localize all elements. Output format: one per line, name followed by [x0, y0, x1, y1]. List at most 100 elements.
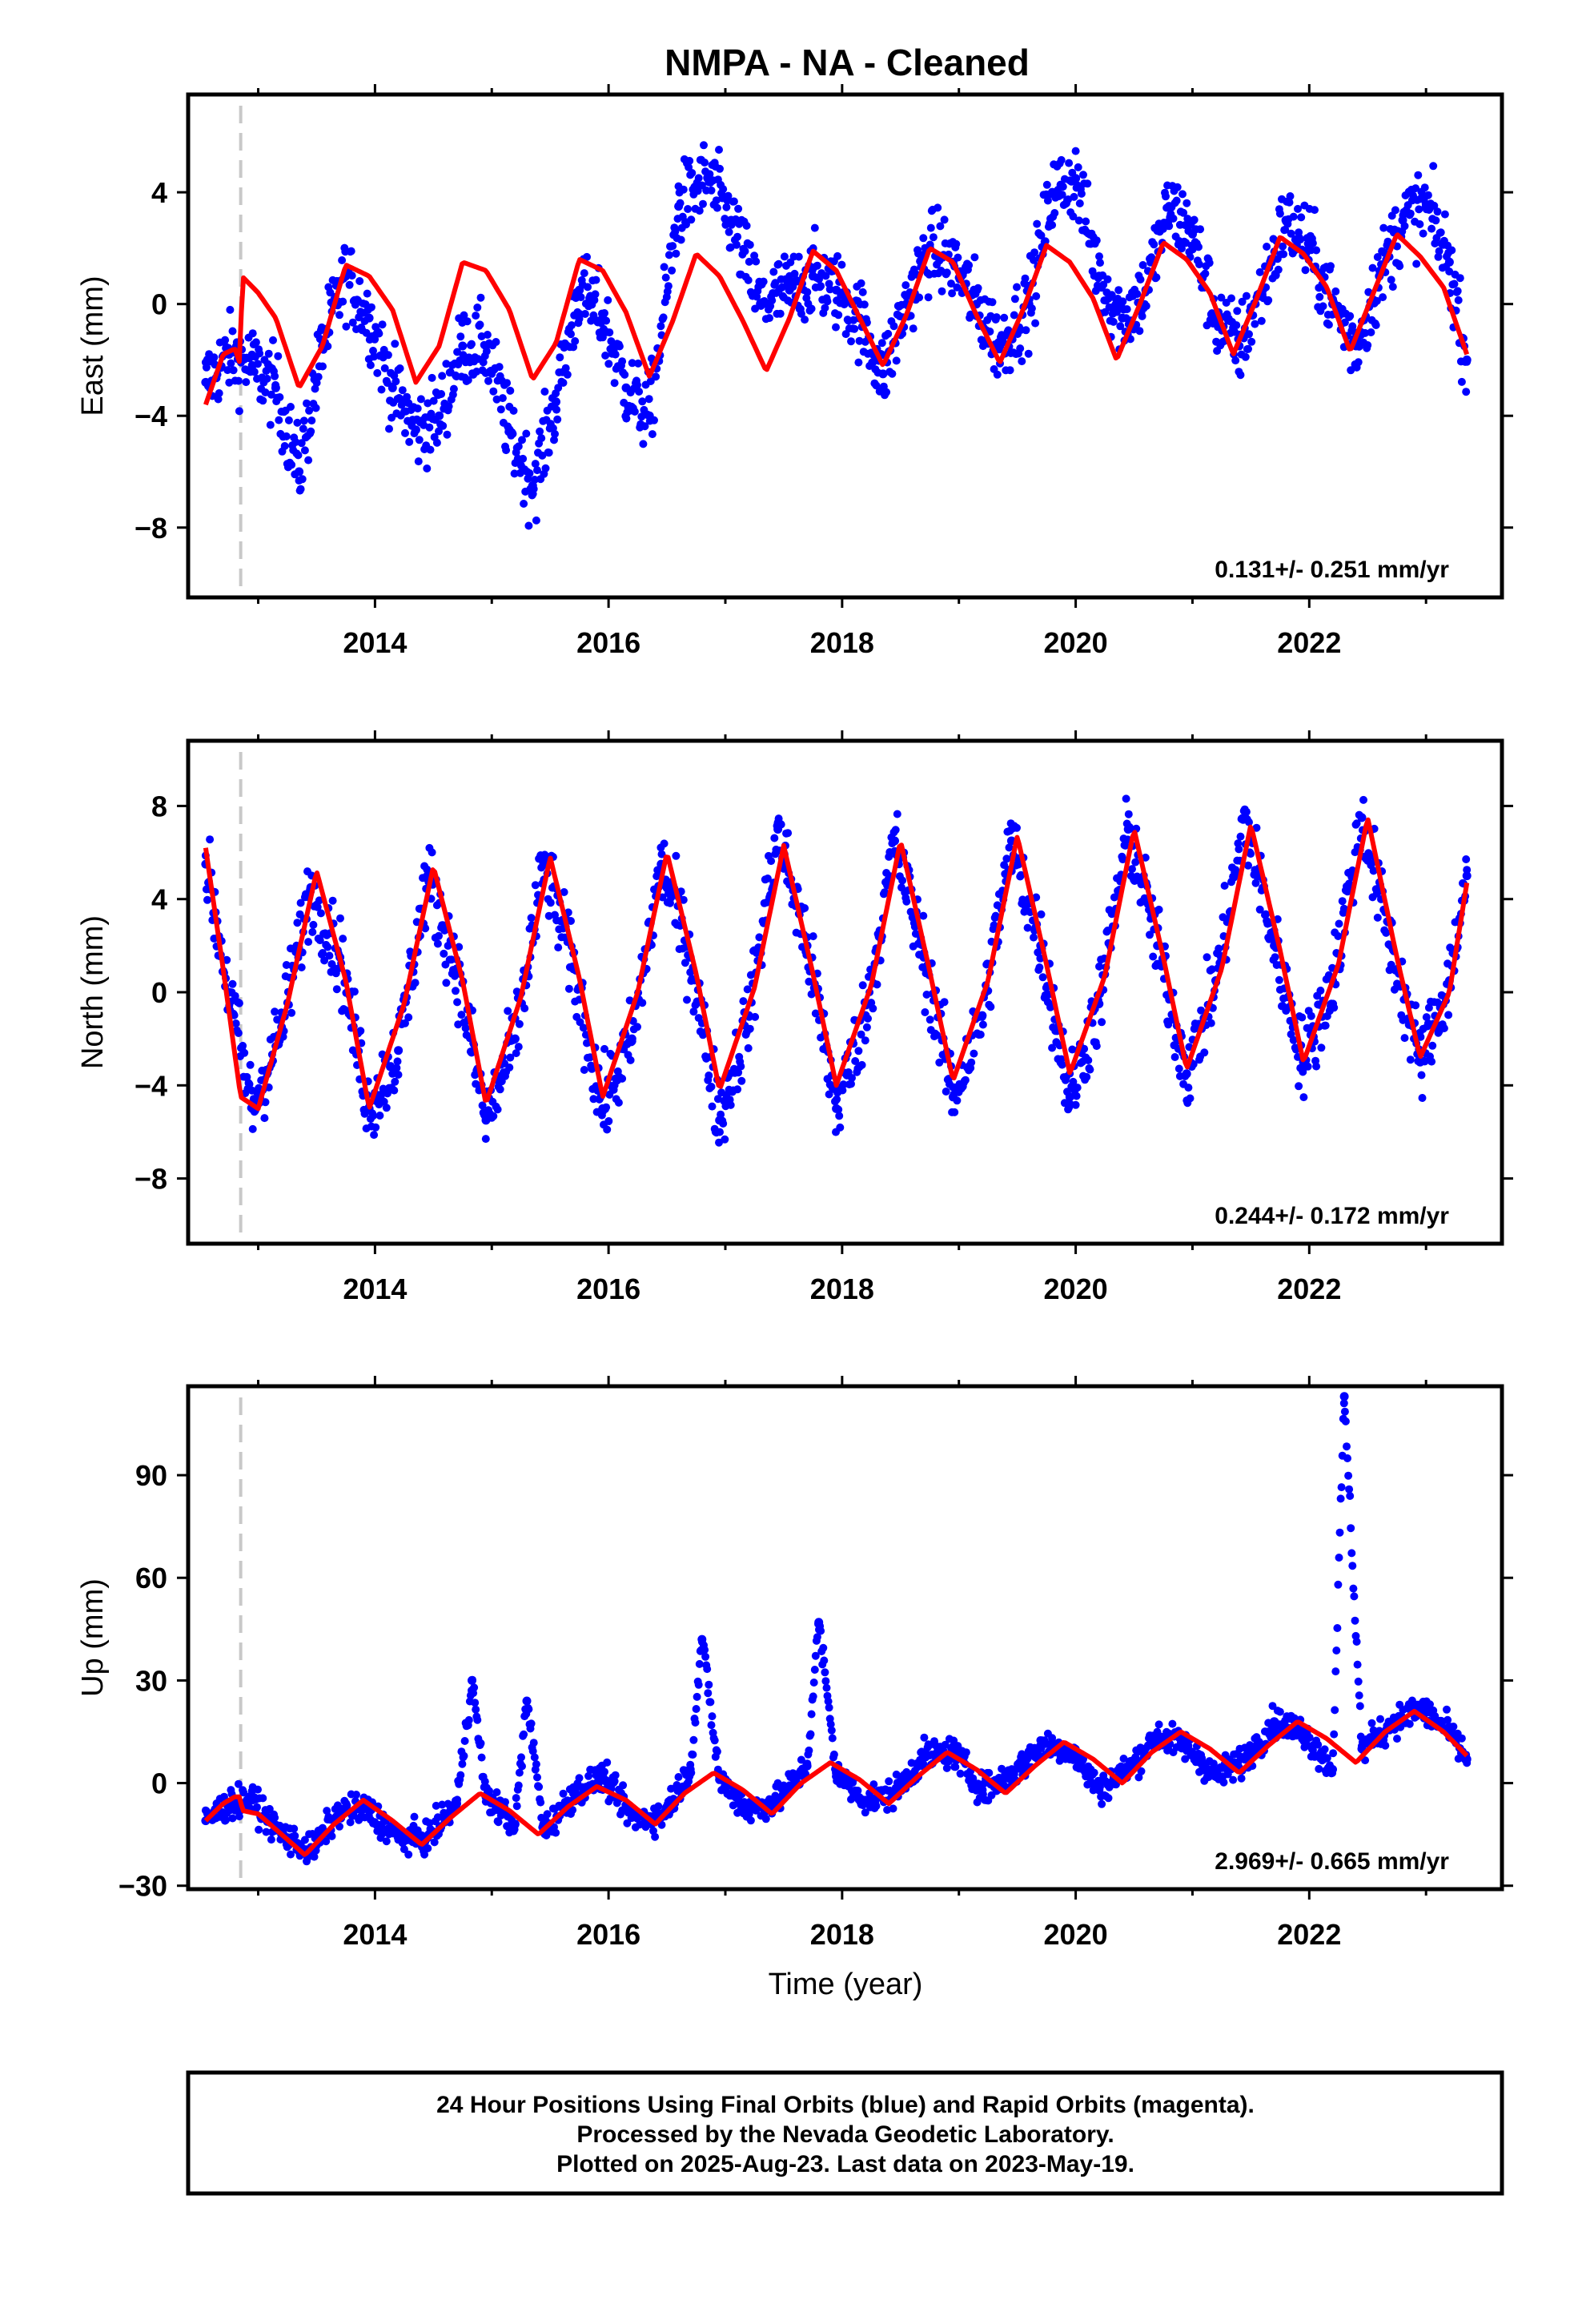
data-point: [1331, 1667, 1340, 1676]
data-point: [1285, 198, 1294, 207]
data-point: [411, 425, 420, 435]
data-point: [1137, 1767, 1146, 1775]
data-point: [293, 418, 302, 427]
data-point: [1099, 280, 1108, 289]
data-point: [1236, 832, 1245, 841]
data-point: [498, 394, 507, 403]
data-point: [1219, 1778, 1228, 1787]
data-point: [1417, 1071, 1426, 1080]
data-point: [889, 322, 898, 331]
data-point: [1411, 1001, 1420, 1010]
data-point: [366, 361, 375, 369]
data-point: [404, 1850, 413, 1859]
data-point: [506, 386, 515, 395]
data-point: [1013, 283, 1021, 292]
data-point: [304, 938, 313, 947]
x-tick-label: 2022: [1277, 1918, 1341, 1951]
data-point: [396, 364, 404, 372]
data-point: [280, 442, 289, 450]
data-point: [1211, 1771, 1221, 1781]
data-point: [1244, 861, 1252, 870]
data-point: [1138, 261, 1147, 269]
data-point: [659, 313, 668, 322]
data-point: [1348, 1562, 1357, 1570]
data-point: [223, 366, 232, 375]
data-point: [227, 359, 235, 368]
data-point: [708, 1102, 717, 1111]
data-point: [248, 1124, 257, 1133]
data-point: [247, 360, 257, 370]
data-point: [901, 281, 910, 290]
data-point: [1165, 222, 1174, 231]
data-point: [1006, 1771, 1016, 1781]
data-point: [362, 328, 371, 337]
data-point: [1343, 1442, 1351, 1451]
data-point: [770, 834, 779, 842]
data-point: [1220, 882, 1229, 890]
data-point: [1298, 1013, 1307, 1022]
data-point: [940, 215, 949, 224]
data-point: [820, 1656, 829, 1665]
data-point: [275, 416, 283, 424]
data-point: [1095, 962, 1103, 971]
data-point: [1320, 1745, 1329, 1754]
data-point: [658, 893, 667, 902]
data-point: [991, 911, 1000, 920]
data-point: [1431, 216, 1440, 225]
data-point: [978, 1785, 987, 1795]
data-point: [1323, 1754, 1331, 1763]
data-point: [1083, 179, 1092, 188]
model-fit-line: [203, 1708, 1469, 1857]
data-point: [1196, 225, 1205, 234]
data-point: [1462, 871, 1472, 881]
data-point: [834, 311, 843, 320]
data-point: [810, 1666, 819, 1674]
data-point: [697, 1634, 707, 1644]
data-point: [898, 876, 907, 885]
data-point: [706, 1698, 715, 1707]
data-point: [947, 279, 955, 288]
data-point: [1201, 269, 1210, 278]
data-point: [1131, 858, 1140, 866]
data-point: [290, 1824, 299, 1833]
data-point: [884, 329, 893, 338]
data-point: [1227, 294, 1235, 303]
y-tick-label: 0: [151, 976, 167, 1009]
data-point: [503, 379, 512, 388]
data-point: [320, 956, 329, 965]
data-point: [1079, 171, 1087, 179]
data-point: [970, 1049, 978, 1058]
data-point: [1079, 1755, 1087, 1763]
data-point: [877, 339, 886, 348]
data-point: [817, 282, 825, 291]
data-point: [296, 485, 305, 493]
data-point: [940, 998, 949, 1007]
data-point: [803, 287, 812, 296]
rate-annotation: 0.244+/- 0.172 mm/yr: [1215, 1203, 1449, 1229]
data-point: [919, 1751, 929, 1760]
data-point: [1188, 229, 1197, 239]
data-point: [432, 438, 441, 447]
data-point: [689, 1735, 698, 1744]
data-point: [1416, 1032, 1425, 1041]
data-point: [635, 388, 644, 396]
data-point: [1082, 217, 1090, 226]
data-point: [861, 1036, 869, 1045]
data-point: [1170, 1053, 1179, 1061]
data-point: [438, 372, 447, 380]
data-point: [726, 1100, 735, 1109]
data-point: [1195, 243, 1203, 251]
data-point: [495, 363, 504, 372]
data-point: [215, 389, 223, 397]
data-point: [1332, 1647, 1341, 1655]
data-point: [1328, 1765, 1337, 1774]
data-point: [1324, 320, 1333, 329]
data-point: [383, 351, 392, 360]
data-point: [620, 370, 629, 379]
data-point: [1297, 213, 1306, 222]
data-point: [401, 428, 409, 437]
data-point: [915, 293, 924, 302]
data-point: [550, 436, 558, 444]
